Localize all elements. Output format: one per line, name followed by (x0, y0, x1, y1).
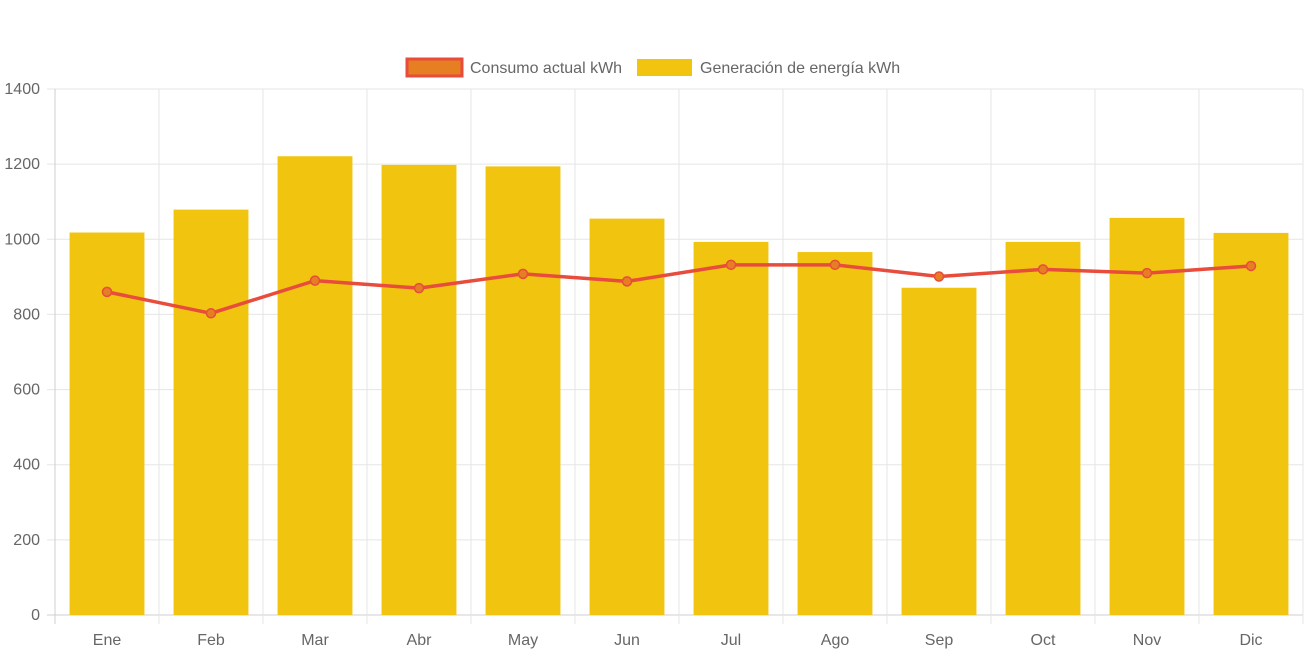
x-tick-label: Jul (721, 632, 741, 649)
legend-swatch-generacion[interactable] (637, 59, 692, 76)
bar-generacion-oct[interactable] (1005, 241, 1081, 615)
legend-label-generacion[interactable]: Generación de energía kWh (700, 60, 900, 77)
x-tick-label: Mar (301, 632, 329, 649)
x-tick-label: Jun (614, 632, 640, 649)
y-tick-label: 1000 (4, 231, 40, 248)
legend-label-consumo[interactable]: Consumo actual kWh (470, 60, 622, 77)
bar-generacion-abr[interactable] (381, 164, 457, 615)
axes: 0 200 400 600 800 1000 1200 1400 Ene Feb Mar Abr May… (4, 81, 1262, 649)
legend: Consumo actual kWh Generación de energía … (405, 57, 900, 78)
x-tick-label: Sep (925, 632, 954, 649)
point-consumo-nov[interactable] (1141, 267, 1153, 279)
legend-swatch-consumo[interactable] (405, 57, 464, 78)
point-consumo-mar[interactable] (309, 275, 321, 286)
x-tick-label: Nov (1133, 632, 1161, 649)
bar-generacion-ago[interactable] (797, 252, 873, 615)
y-tick-label: 1200 (4, 156, 40, 173)
x-tick-label: Abr (407, 632, 433, 649)
y-tick-label: 1400 (4, 81, 40, 98)
bar-generacion-mar[interactable] (277, 156, 353, 615)
point-consumo-oct[interactable] (1037, 264, 1049, 275)
point-consumo-ago[interactable] (829, 259, 841, 271)
x-tick-label: Ene (93, 632, 122, 649)
point-consumo-sep[interactable] (933, 271, 945, 282)
point-consumo-jun[interactable] (621, 276, 633, 287)
y-tick-label: 200 (13, 532, 40, 549)
bar-series (69, 156, 1289, 616)
line-consumo (106, 263, 1252, 316)
bar-generacion-nov[interactable] (1109, 217, 1185, 615)
x-tick-label: Dic (1239, 632, 1262, 649)
point-consumo-jul[interactable] (725, 259, 737, 271)
x-tick-label: Feb (197, 632, 225, 649)
point-consumo-may[interactable] (517, 268, 529, 280)
y-tick-label: 600 (13, 382, 40, 399)
x-tick-label: Oct (1031, 632, 1056, 649)
bar-generacion-feb[interactable] (173, 209, 249, 615)
point-consumo-dic[interactable] (1245, 260, 1257, 272)
bar-generacion-dic[interactable] (1213, 232, 1289, 616)
bar-generacion-may[interactable] (485, 166, 561, 615)
bar-generacion-jul[interactable] (693, 241, 769, 615)
x-tick-label: Ago (821, 632, 850, 649)
point-consumo-feb[interactable] (205, 308, 217, 319)
x-tick-label: May (508, 632, 538, 649)
y-tick-label: 0 (31, 607, 40, 624)
grid (47, 88, 1304, 624)
point-consumo-ene[interactable] (101, 286, 113, 298)
point-consumo-abr[interactable] (413, 282, 425, 294)
y-tick-label: 400 (13, 457, 40, 474)
bar-generacion-sep[interactable] (901, 287, 977, 615)
line-series (101, 259, 1257, 319)
y-tick-label: 800 (13, 306, 40, 323)
